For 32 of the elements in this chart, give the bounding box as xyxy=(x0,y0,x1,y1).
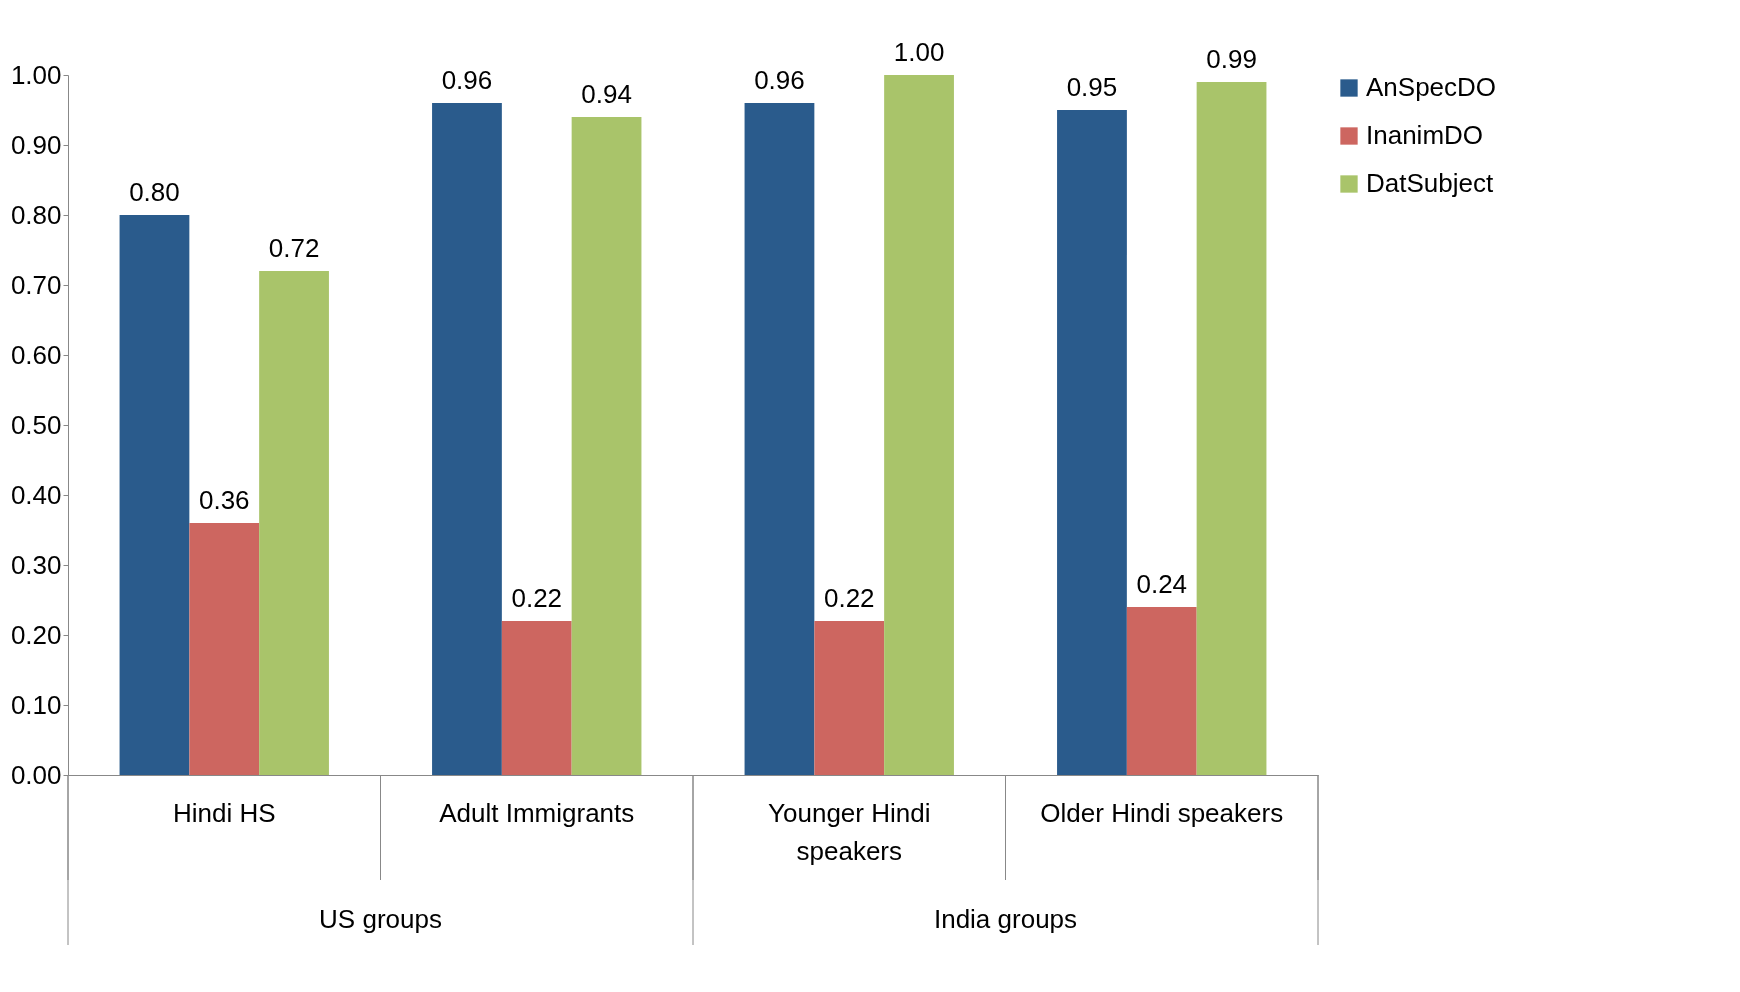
text: India groups xyxy=(933,904,1078,934)
data-label: 0.36 xyxy=(198,485,250,515)
data-label: 0.24 xyxy=(1136,569,1188,599)
y-tick-label: 0.80 xyxy=(10,199,62,230)
data-label: 0.96 xyxy=(441,65,493,95)
text: US groups xyxy=(319,904,442,934)
y-tick-label: 0.40 xyxy=(10,479,62,510)
y-tick-label: 1.00 xyxy=(10,59,62,90)
y-tick-label: 0.90 xyxy=(10,129,62,160)
y-tick-label: 0.20 xyxy=(10,619,62,650)
legend-label: InanimDO xyxy=(1366,120,1484,150)
data-label: 0.22 xyxy=(511,583,563,613)
x-tick-label: Older Hindi speakers xyxy=(1040,797,1284,828)
data-label: 0.99 xyxy=(1206,44,1257,74)
data-label: 0.22 xyxy=(823,583,875,613)
data-label: 0.95 xyxy=(1066,72,1118,102)
legend-label: AnSpecDO xyxy=(1366,72,1497,102)
y-tick-label: 0.60 xyxy=(10,339,62,370)
data-label: 1.00 xyxy=(893,37,945,67)
y-tick-label: 0.50 xyxy=(10,409,62,440)
y-tick-label: 0.30 xyxy=(10,549,62,580)
x-tick-label: Younger Hindi speakers xyxy=(768,797,931,866)
y-tick-label: 0.70 xyxy=(10,269,62,300)
data-label: 0.72 xyxy=(268,233,320,263)
data-label: 0.96 xyxy=(754,65,805,95)
data-label: 0.94 xyxy=(581,79,632,109)
x-tick-label: Adult Immigrants xyxy=(439,797,635,828)
x-tick-label: Hindi HS xyxy=(172,797,276,828)
legend-label: DatSubject xyxy=(1366,168,1494,198)
data-label: 0.80 xyxy=(129,177,180,207)
y-tick-label: 0.00 xyxy=(10,759,62,790)
y-tick-label: 0.10 xyxy=(10,689,62,720)
